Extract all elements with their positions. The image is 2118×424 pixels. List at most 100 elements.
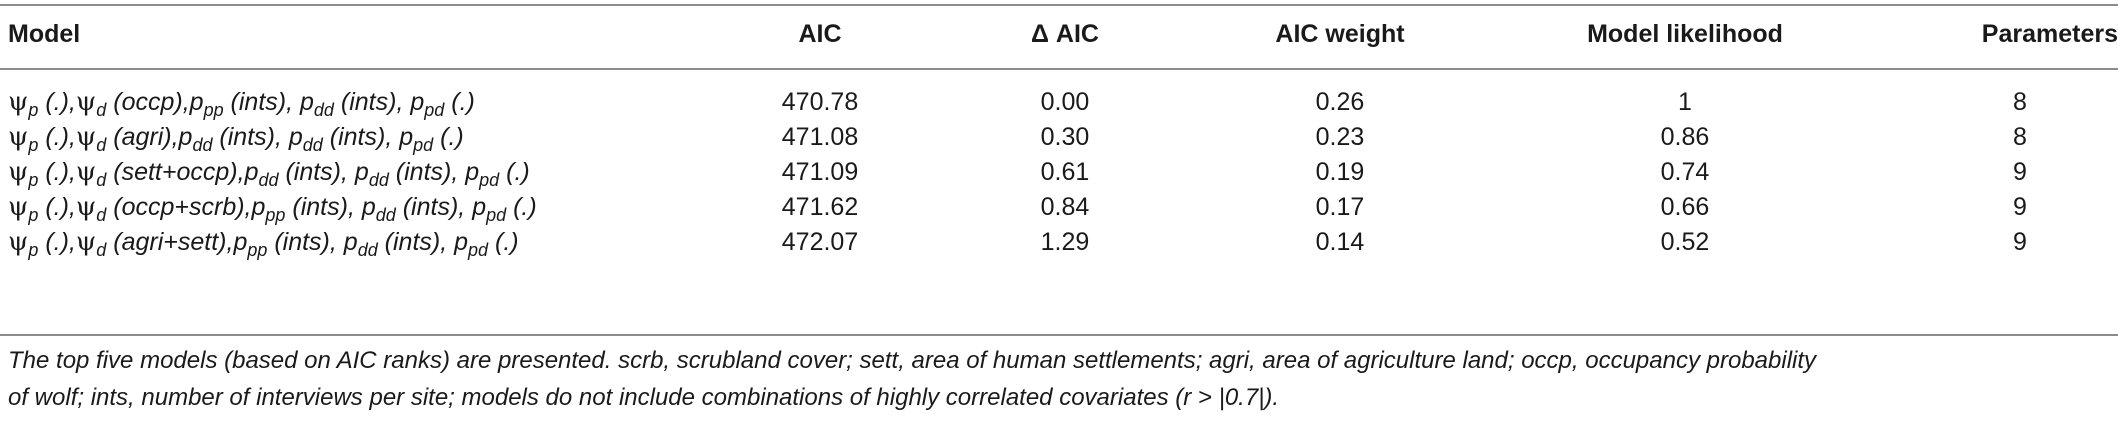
model-term: pd <box>479 170 500 190</box>
model-term: ψ <box>75 157 97 187</box>
model-term: (ints), <box>333 88 411 116</box>
model-term: ψ <box>8 122 29 152</box>
header-aic: AIC <box>798 20 842 48</box>
model-term: ψ <box>75 87 97 117</box>
model-term: d <box>96 170 107 190</box>
header-model: Model <box>8 20 81 48</box>
parameters-value: 9 <box>2013 193 2027 221</box>
model-likelihood-value: 1 <box>1678 88 1692 116</box>
aic-weight-value: 0.23 <box>1315 123 1365 151</box>
model-term: ψ <box>75 192 97 222</box>
header-aic-weight: AIC weight <box>1275 20 1405 48</box>
top-rule <box>0 4 2118 6</box>
header-row: Model AIC Δ AIC AIC weight Model likelih… <box>0 10 2118 58</box>
model-term: (agri+sett), <box>106 228 234 256</box>
parameters-value: 9 <box>2013 158 2027 186</box>
aic-weight-value: 0.19 <box>1315 158 1365 186</box>
model-term: (ints), <box>267 228 344 256</box>
model-term: pp <box>265 205 286 225</box>
model-term: (ints), <box>223 88 301 116</box>
model-term: p <box>361 193 376 221</box>
model-term: p <box>28 100 39 120</box>
table-row: ψp (.),ψd (occp),ppp (ints), pdd (ints),… <box>0 78 2118 126</box>
table-row: ψp (.),ψd (sett+occp),pdd (ints), pdd (i… <box>0 148 2118 196</box>
model-term: d <box>96 100 107 120</box>
model-term: pd <box>424 100 445 120</box>
model-term: ψ <box>8 87 29 117</box>
model-term: (agri), <box>106 123 179 151</box>
model-term: (occp+scrb), <box>106 193 252 221</box>
footnote-line-1: The top five models (based on AIC ranks)… <box>8 347 1817 374</box>
model-term: d <box>96 205 107 225</box>
model-term: (.) <box>499 158 530 186</box>
model-term: dd <box>192 135 213 155</box>
model-term: (.) <box>488 228 519 256</box>
model-term: pp <box>203 100 224 120</box>
bottom-rule <box>0 334 2118 336</box>
model-term: p <box>233 228 248 256</box>
table-row: ψp (.),ψd (agri+sett),ppp (ints), pdd (i… <box>0 218 2118 266</box>
header-model-likelihood: Model likelihood <box>1587 20 1783 48</box>
model-term: p <box>454 228 469 256</box>
model-term: pd <box>486 205 507 225</box>
aic-value: 471.08 <box>781 123 859 151</box>
model-term: (ints), <box>278 158 355 186</box>
model-term: p <box>399 123 414 151</box>
model-term: (.), <box>38 158 76 186</box>
model-term: ψ <box>8 227 29 257</box>
model-term: d <box>96 135 107 155</box>
model-term: (sett+occp), <box>106 158 245 186</box>
model-term: pp <box>247 240 268 260</box>
model-term: pd <box>468 240 489 260</box>
model-term: dd <box>368 170 389 190</box>
header-rule <box>0 68 2118 70</box>
model-term: p <box>251 193 266 221</box>
model-term: ψ <box>8 157 29 187</box>
table-row: ψp (.),ψd (agri),pdd (ints), pdd (ints),… <box>0 113 2118 161</box>
model-term: (.), <box>38 193 76 221</box>
delta-aic-value: 0.61 <box>1040 158 1090 186</box>
table-footnote: The top five models (based on AIC ranks)… <box>8 342 2108 416</box>
model-term: dd <box>313 100 334 120</box>
model-term: pd <box>413 135 434 155</box>
model-term: p <box>288 123 303 151</box>
model-likelihood-value: 0.66 <box>1660 193 1710 221</box>
model-term: p <box>472 193 487 221</box>
aic-value: 470.78 <box>781 88 859 116</box>
model-term: (.), <box>38 228 76 256</box>
parameters-value: 9 <box>2013 228 2027 256</box>
model-cell: ψp (.),ψd (occp+scrb),ppp (ints), pdd (i… <box>8 183 537 231</box>
model-term: p <box>178 123 193 151</box>
model-term: p <box>244 158 259 186</box>
model-term: p <box>354 158 369 186</box>
model-cell: ψp (.),ψd (occp),ppp (ints), pdd (ints),… <box>8 78 475 126</box>
model-term: ψ <box>8 192 29 222</box>
model-cell: ψp (.),ψd (sett+occp),pdd (ints), pdd (i… <box>8 148 530 196</box>
delta-aic-value: 1.29 <box>1040 228 1090 256</box>
model-term: p <box>300 88 314 116</box>
aic-weight-value: 0.26 <box>1315 88 1365 116</box>
model-term: p <box>28 135 39 155</box>
model-term: (.) <box>444 88 475 116</box>
model-likelihood-value: 0.52 <box>1660 228 1710 256</box>
header-parameters: Parameters <box>1981 20 2118 48</box>
model-term: (ints), <box>322 123 400 151</box>
delta-aic-value: 0.00 <box>1040 88 1090 116</box>
model-term: (ints), <box>388 158 466 186</box>
model-term: ψ <box>75 122 97 152</box>
model-term: (.) <box>433 123 464 151</box>
model-likelihood-value: 0.74 <box>1660 158 1710 186</box>
model-term: (.) <box>506 193 537 221</box>
model-term: p <box>28 240 39 260</box>
model-term: p <box>189 88 204 116</box>
aic-weight-value: 0.17 <box>1315 193 1365 221</box>
aic-weight-value: 0.14 <box>1315 228 1365 256</box>
model-term: p <box>343 228 358 256</box>
model-term: (.), <box>38 88 76 116</box>
model-term: (occp), <box>106 88 190 116</box>
aic-value: 472.07 <box>781 228 859 256</box>
model-term: dd <box>258 170 279 190</box>
model-term: p <box>465 158 480 186</box>
model-cell: ψp (.),ψd (agri),pdd (ints), pdd (ints),… <box>8 113 464 161</box>
